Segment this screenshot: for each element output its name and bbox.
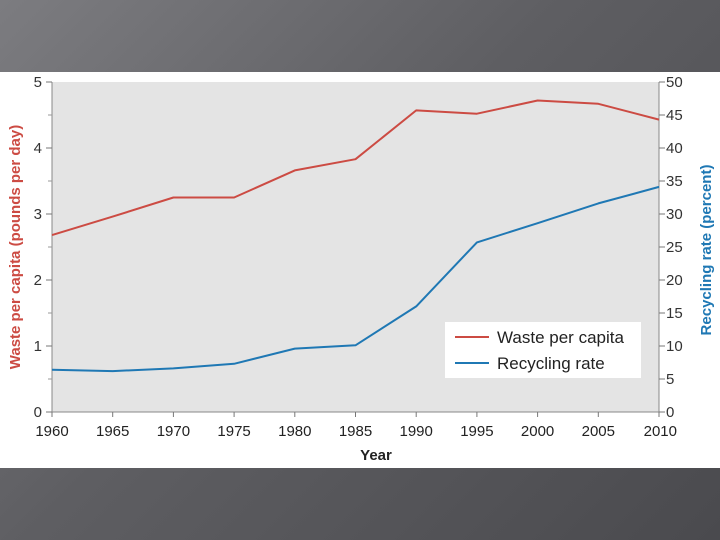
left-tick-label: 5: [34, 74, 42, 91]
left-tick-label: 1: [34, 338, 42, 355]
x-tick-label: 1960: [35, 423, 68, 440]
right-tick-label: 20: [666, 272, 683, 289]
x-tick-label: 1995: [460, 423, 493, 440]
legend-label-waste: Waste per capita: [497, 328, 624, 347]
left-tick-label: 2: [34, 272, 42, 289]
x-tick-label: 1965: [96, 423, 129, 440]
left-tick-label: 0: [34, 404, 42, 421]
right-tick-label: 25: [666, 239, 683, 256]
x-tick-label: 1990: [400, 423, 433, 440]
x-tick-label: 2010: [644, 423, 677, 440]
legend: Waste per capita Recycling rate: [445, 322, 641, 378]
left-tick-label: 3: [34, 206, 42, 223]
x-axis-ticks: 1960 1965 1970 1975 1980 1985 1990 1995 2000 2005…: [35, 412, 677, 440]
y-axis-title-right: Recycling rate (percent): [698, 165, 715, 336]
legend-box: [445, 322, 641, 378]
x-tick-label: 2000: [521, 423, 554, 440]
x-tick-label: 1975: [217, 423, 250, 440]
right-tick-label: 40: [666, 140, 683, 157]
y-axis-title-left: Waste per capita (pounds per day): [7, 125, 24, 370]
right-tick-label: 35: [666, 173, 683, 190]
legend-label-recycling: Recycling rate: [497, 354, 605, 373]
right-tick-label: 10: [666, 338, 683, 355]
x-axis-title: Year: [360, 447, 392, 464]
series-layer: [51, 99, 660, 373]
right-tick-label: 50: [666, 74, 683, 91]
x-tick-label: 1970: [157, 423, 190, 440]
left-tick-label: 4: [34, 140, 42, 157]
right-tick-label: 30: [666, 206, 683, 223]
right-tick-label: 15: [666, 305, 683, 322]
right-tick-label: 45: [666, 107, 683, 124]
right-tick-label: 0: [666, 404, 674, 421]
right-axis-ticks: 0 5 10 15 20 25 30 35 40 45 50: [659, 74, 683, 421]
left-axis-ticks: 0 1 2 3 4 5: [34, 74, 52, 421]
x-tick-label: 2005: [582, 423, 615, 440]
x-tick-label: 1985: [339, 423, 372, 440]
right-tick-label: 5: [666, 371, 674, 388]
x-tick-label: 1980: [278, 423, 311, 440]
